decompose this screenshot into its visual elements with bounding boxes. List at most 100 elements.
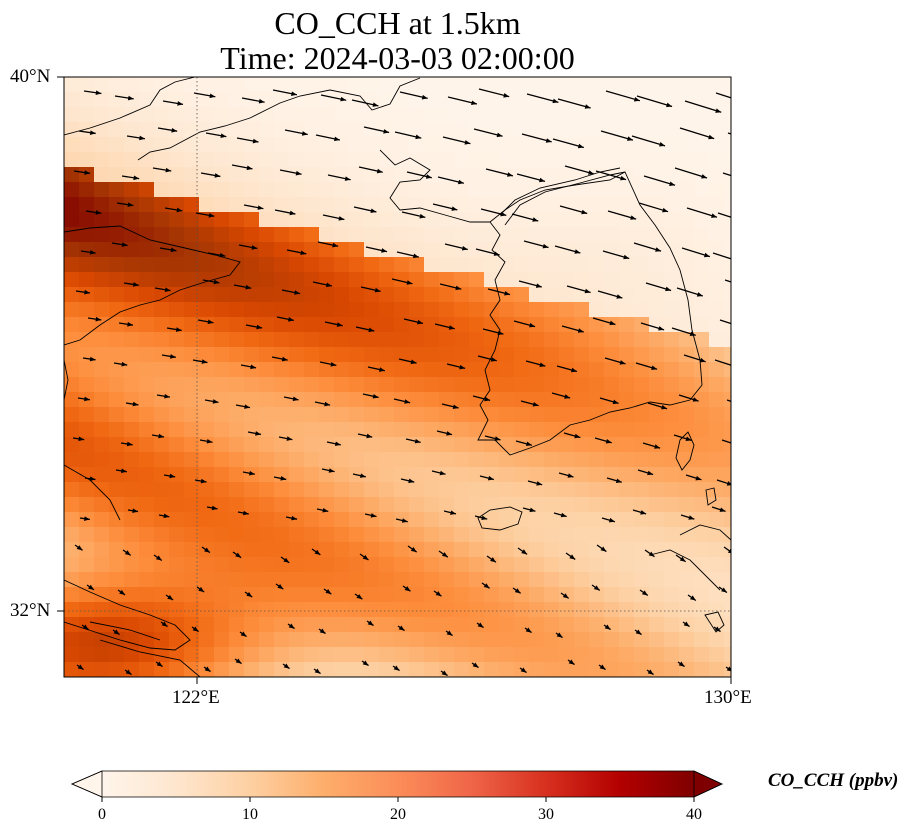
- field-cell: [484, 137, 500, 153]
- wind-arrow-head: [481, 515, 488, 521]
- field-cell: [184, 302, 200, 318]
- field-cell: [709, 407, 725, 423]
- field-cell: [454, 422, 470, 438]
- field-cell: [499, 392, 515, 408]
- wind-arrow-head: [685, 436, 692, 442]
- field-cell: [274, 632, 290, 648]
- wind-arrow-head: [301, 131, 308, 136]
- field-cell: [499, 482, 515, 498]
- field-cell: [574, 347, 590, 363]
- field-cell: [94, 332, 110, 348]
- field-cell: [259, 392, 275, 408]
- field-cell: [259, 242, 275, 258]
- wind-arrow-head: [258, 98, 265, 104]
- field-cell: [529, 137, 545, 153]
- wind-arrow-head: [368, 327, 375, 333]
- wind-arrow-head: [520, 667, 527, 673]
- wind-arrow-shaft: [605, 90, 641, 102]
- field-cell: [664, 242, 680, 258]
- field-cell: [634, 497, 650, 513]
- field-cell: [679, 212, 695, 228]
- field-cell: [199, 182, 215, 198]
- wind-arrow-head: [412, 253, 419, 259]
- field-cell: [589, 647, 605, 663]
- field-cell: [694, 602, 710, 618]
- field-cell: [589, 587, 605, 603]
- field-cell: [559, 437, 575, 453]
- field-cell: [709, 482, 725, 498]
- field-cell: [244, 197, 260, 213]
- field-cell: [379, 302, 395, 318]
- field-cell: [619, 647, 635, 663]
- field-cell: [199, 107, 215, 123]
- field-cell: [319, 512, 335, 528]
- field-cell: [274, 527, 290, 543]
- field-cell: [574, 197, 590, 213]
- field-cell: [484, 77, 500, 93]
- wind-arrow-head: [291, 515, 298, 521]
- field-cell: [409, 197, 425, 213]
- wind-arrow-shaft: [715, 92, 731, 99]
- field-cell: [94, 512, 110, 528]
- wind-arrow-head: [619, 360, 626, 365]
- field-cell: [514, 107, 530, 123]
- field-cell: [559, 632, 575, 648]
- field-cell: [694, 617, 710, 633]
- field-cell: [529, 557, 545, 573]
- field-cell: [514, 497, 530, 513]
- field-cell: [184, 572, 200, 588]
- field-cell: [619, 542, 635, 558]
- field-cell: [634, 122, 650, 138]
- field-cell: [664, 167, 680, 183]
- field-cell: [664, 362, 680, 378]
- field-cell: [64, 632, 80, 648]
- field-cell: [334, 662, 350, 677]
- field-cell: [499, 122, 515, 138]
- field-cell: [124, 332, 140, 348]
- field-cell: [379, 452, 395, 468]
- field-cell: [544, 467, 560, 483]
- field-cell: [244, 242, 260, 258]
- field-cell: [304, 512, 320, 528]
- field-cell: [484, 587, 500, 603]
- wind-arrow-head: [286, 436, 293, 441]
- field-cell: [709, 587, 725, 603]
- field-cell: [724, 182, 731, 198]
- wind-arrow-head: [344, 176, 351, 181]
- field-cell: [109, 527, 125, 543]
- field-cell: [154, 272, 170, 288]
- field-cell: [259, 107, 275, 123]
- field-cell: [514, 512, 530, 528]
- field-cell: [604, 587, 620, 603]
- field-cell: [94, 92, 110, 108]
- field-cell: [409, 407, 425, 423]
- lon-tick-label-122e: 122°E: [172, 687, 220, 708]
- field-cell: [664, 302, 680, 318]
- field-cell: [439, 287, 455, 303]
- field-cell: [529, 422, 545, 438]
- field-cell: [529, 527, 545, 543]
- wind-arrow-head: [84, 396, 90, 402]
- field-cell: [139, 272, 155, 288]
- field-cell: [349, 137, 365, 153]
- field-cell: [409, 242, 425, 258]
- wind-arrow-head: [584, 288, 591, 294]
- field-cell: [229, 602, 245, 618]
- field-cell: [709, 332, 725, 348]
- field-cell: [79, 452, 95, 468]
- field-cell: [274, 482, 290, 498]
- field-cell: [199, 272, 215, 288]
- field-cell: [679, 227, 695, 243]
- field-cell: [124, 377, 140, 393]
- field-cell: [139, 107, 155, 123]
- field-cell: [709, 182, 725, 198]
- wind-arrow-head: [425, 174, 432, 179]
- field-cell: [214, 197, 230, 213]
- field-cell: [394, 647, 410, 663]
- field-cell: [709, 452, 725, 468]
- field-cell: [304, 527, 320, 543]
- gridlines: [64, 77, 731, 677]
- field-cell: [319, 557, 335, 573]
- field-cell: [169, 527, 185, 543]
- field-cell: [139, 92, 155, 108]
